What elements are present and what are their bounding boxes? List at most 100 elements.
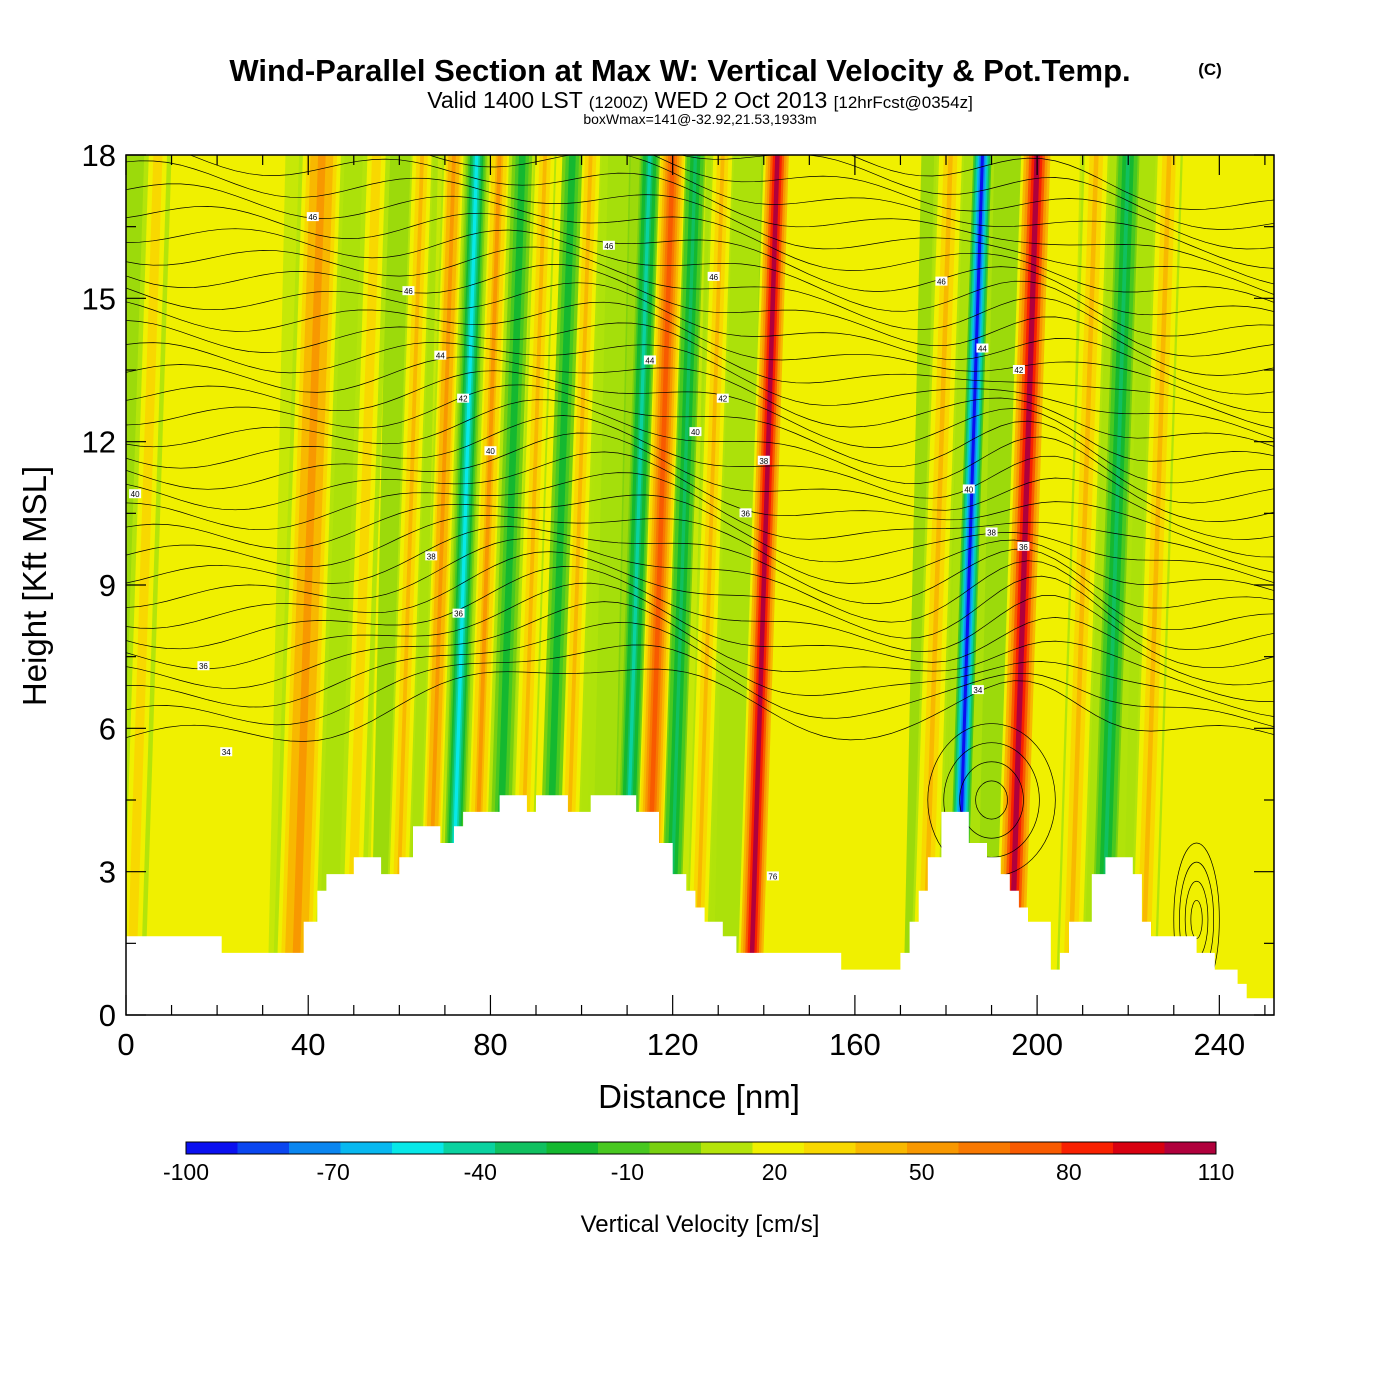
colorbar-label: 110	[1198, 1159, 1235, 1185]
velocity-band	[643, 155, 675, 1015]
theta-contour	[850, 155, 1274, 210]
colorbar-label: -70	[317, 1159, 350, 1185]
velocity-band	[470, 155, 502, 1015]
contour-label: 42	[457, 393, 470, 404]
colorbar-swatch	[958, 1142, 1011, 1154]
theta-contour	[959, 761, 1024, 839]
colorbar-swatch	[237, 1142, 290, 1154]
contour-label-text: 36	[1019, 543, 1028, 552]
contour-label-text: 38	[987, 528, 996, 537]
colorbar-swatch	[392, 1142, 444, 1154]
theta-contour	[126, 320, 1274, 429]
x-tick-label: 240	[1193, 1027, 1245, 1062]
colorbar-label: -10	[611, 1159, 644, 1185]
colorbar: -100 -70 -40 -10 20 50 80 110	[163, 1141, 1235, 1185]
colorbar-swatch	[1164, 1142, 1217, 1154]
contour-label: 40	[689, 427, 702, 437]
contour-label-text: 34	[222, 748, 231, 757]
x-axis-ticks: 0 40 80 120 160 200 240	[117, 155, 1266, 1062]
colorbar-swatch	[701, 1142, 753, 1154]
velocity-band	[953, 155, 984, 1015]
velocity-band	[1139, 155, 1172, 1015]
theta-contour	[126, 342, 1274, 439]
theta-contour	[126, 160, 1274, 295]
velocity-band	[346, 155, 379, 1015]
colorbar-swatch	[1113, 1142, 1165, 1154]
theta-contour	[126, 432, 1274, 540]
y-tick-label: 0	[99, 998, 116, 1033]
contour-label: 46	[402, 286, 415, 296]
contour-label-text: 36	[454, 610, 463, 619]
contour-label: 36	[1017, 541, 1030, 552]
colorbar-swatch	[1010, 1142, 1062, 1154]
contour-label-text: 42	[459, 395, 468, 404]
x-tick-label: 80	[473, 1027, 507, 1062]
theta-contour	[126, 206, 1274, 316]
contour-label: 34	[220, 747, 233, 757]
theta-contour	[126, 526, 1274, 609]
contour-label: 46	[306, 212, 319, 222]
colorbar-swatch	[340, 1142, 393, 1154]
theta-contour	[126, 301, 1274, 414]
contour-label-text: 38	[759, 457, 768, 466]
theta-contour	[427, 155, 1274, 269]
colorbar-label: 80	[1056, 1159, 1082, 1185]
contour-label-text: 46	[937, 278, 946, 287]
copyright-mark: (C)	[1198, 60, 1222, 79]
contour-label-text: 46	[604, 242, 613, 251]
velocity-band	[561, 155, 593, 1015]
contour-label-text: 42	[718, 395, 727, 404]
contour-label-text: 36	[199, 662, 208, 671]
contour-label-text: 40	[131, 490, 140, 499]
theta-contour	[126, 566, 1274, 669]
colorbar-title: Vertical Velocity [cm/s]	[581, 1211, 820, 1238]
theta-contour	[126, 668, 1274, 742]
x-tick-label: 200	[1011, 1027, 1063, 1062]
velocity-band	[1098, 155, 1131, 1015]
chart-subtitle: Valid 1400 LST (1200Z) WED 2 Oct 2013 [1…	[427, 87, 973, 113]
theta-contour	[126, 399, 1274, 504]
theta-contour	[126, 282, 1274, 395]
colorbar-label: 20	[762, 1159, 788, 1185]
terrain-mask	[126, 795, 1274, 1015]
theta-contour	[126, 644, 1274, 728]
colorbar-label: -40	[464, 1159, 497, 1185]
theta-contour	[975, 780, 1008, 820]
contour-label: 38	[425, 551, 438, 561]
subtitle-utc: (1200Z)	[589, 93, 649, 112]
contour-label-text: 36	[741, 509, 750, 518]
theta-contour	[126, 472, 1274, 573]
theta-contour	[126, 494, 1274, 584]
colorbar-swatch	[1061, 1142, 1114, 1154]
contour-label: 36	[739, 508, 752, 518]
colorbar-swatch	[443, 1142, 496, 1154]
x-tick-label: 120	[647, 1027, 699, 1062]
theta-contour	[126, 370, 1274, 462]
contour-label: 40	[129, 489, 142, 499]
y-tick-label: 18	[82, 138, 116, 173]
subtitle-date: WED 2 Oct 2013	[655, 87, 828, 113]
contour-label-text: 38	[427, 552, 436, 561]
contour-label-text: 40	[964, 485, 973, 494]
y-tick-label: 3	[99, 855, 116, 890]
colorbar-swatch	[186, 1142, 238, 1154]
contour-label-text: 34	[973, 686, 982, 695]
contour-label: 44	[643, 355, 656, 365]
contour-label: 34	[971, 685, 984, 695]
theta-contour	[126, 415, 1274, 522]
y-axis-label: Height [Kft MSL]	[16, 466, 53, 706]
x-axis-label: Distance [nm]	[598, 1078, 800, 1115]
velocity-band	[1007, 155, 1040, 1015]
y-tick-label: 9	[99, 568, 116, 603]
theta-contour	[652, 155, 1274, 250]
colorbar-swatch	[495, 1142, 547, 1154]
y-tick-label: 15	[82, 281, 116, 316]
chart-title: Wind-Parallel Section at Max W: Vertical…	[229, 53, 1130, 88]
x-tick-label: 40	[291, 1027, 325, 1062]
contour-label-text: 42	[1014, 366, 1023, 375]
theta-contour	[126, 264, 1274, 376]
theta-contour	[126, 384, 1274, 484]
colorbar-label: 50	[909, 1159, 935, 1185]
contour-label: 46	[935, 276, 948, 287]
y-tick-label: 12	[82, 425, 116, 460]
